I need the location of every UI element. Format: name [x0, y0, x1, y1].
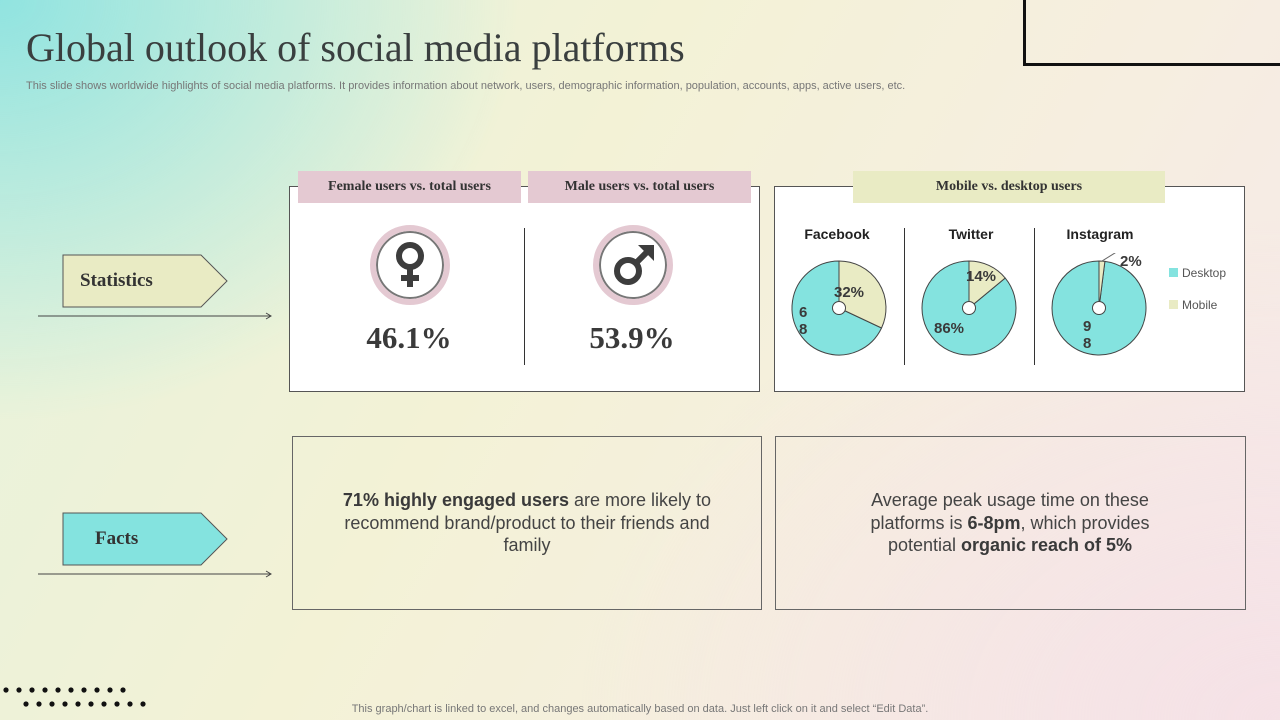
pie-label-twitter-desktop: 86%	[934, 320, 965, 337]
pie-title-instagram: Instagram	[1066, 226, 1134, 242]
male-symbol-icon	[593, 225, 673, 305]
legend-mobile-swatch	[1169, 300, 1178, 309]
fact-panel-engagement	[292, 436, 762, 610]
fact-usage-bold2: organic reach of 5%	[961, 535, 1133, 555]
female-users-header: Female users vs. total users	[298, 171, 521, 203]
pie-divider-2	[1034, 228, 1035, 365]
statistics-tag-label: Statistics	[80, 270, 153, 291]
fact-panel-usage	[775, 436, 1246, 610]
gender-divider	[524, 228, 525, 365]
mobile-desktop-header: Mobile vs. desktop users	[853, 171, 1165, 203]
pie-divider-1	[904, 228, 905, 365]
pie-label-facebook-mobile: 32%	[834, 284, 865, 301]
pie-facebook	[791, 260, 887, 356]
facts-arrow	[38, 570, 272, 578]
pie-title-twitter: Twitter	[948, 226, 994, 242]
statistics-tag-shape	[62, 254, 228, 308]
page-title: Global outlook of social media platforms	[26, 25, 685, 70]
statistics-tag: Statistics	[62, 254, 228, 308]
pie-twitter	[921, 260, 1017, 356]
pie-label-instagram-desktop: 9 8	[1083, 318, 1092, 352]
page-subtitle: This slide shows worldwide highlights of…	[26, 80, 906, 92]
pie-label-twitter-mobile: 14%	[966, 268, 997, 285]
pie-slice-twitter-mobile	[968, 260, 1006, 310]
pie-leader-instagram	[1101, 253, 1116, 262]
dots-decoration	[3, 687, 146, 707]
pie-center-facebook	[832, 301, 846, 315]
fact-engagement-rest: are more likely to recommend brand/produ…	[344, 490, 712, 555]
fact-engagement-bold: 71% highly engaged users	[342, 490, 569, 510]
fact-usage-text: Average peak usage time on these platfor…	[845, 489, 1175, 557]
legend-desktop: Desktop	[1169, 266, 1226, 280]
pie-title-facebook: Facebook	[804, 226, 870, 242]
pie-instagram	[1051, 253, 1147, 356]
female-percentage: 46.1%	[366, 320, 452, 355]
female-symbol-icon	[370, 225, 450, 305]
pie-slice-facebook-mobile	[838, 260, 887, 329]
pie-center-instagram	[1092, 301, 1106, 315]
legend-mobile: Mobile	[1169, 298, 1217, 312]
facts-tag-label: Facts	[95, 528, 139, 549]
male-users-header: Male users vs. total users	[528, 171, 751, 203]
legend-desktop-swatch	[1169, 268, 1178, 277]
footer-note: This graph/chart is linked to excel, and…	[351, 703, 929, 715]
male-percentage: 53.9%	[589, 320, 675, 355]
facts-tag: Facts	[62, 512, 228, 566]
pie-label-facebook-desktop: 6 8	[799, 304, 808, 338]
fact-usage-part1: Average peak usage time on these platfor…	[870, 490, 1149, 533]
corner-frame-decoration	[1023, 0, 1280, 66]
pie-center-twitter	[962, 301, 976, 315]
facts-tag-shape	[62, 512, 228, 566]
fact-usage-part2: , which provides potential	[887, 512, 1150, 556]
fact-engagement-text: 71% highly engaged users are more likely…	[342, 489, 712, 557]
fact-usage-bold1: 6-8pm	[967, 512, 1021, 533]
legend-desktop-label: Desktop	[1182, 266, 1227, 280]
legend-mobile-label: Mobile	[1182, 298, 1218, 312]
statistics-arrow	[38, 312, 272, 320]
pie-label-instagram-mobile: 2%	[1120, 253, 1142, 270]
